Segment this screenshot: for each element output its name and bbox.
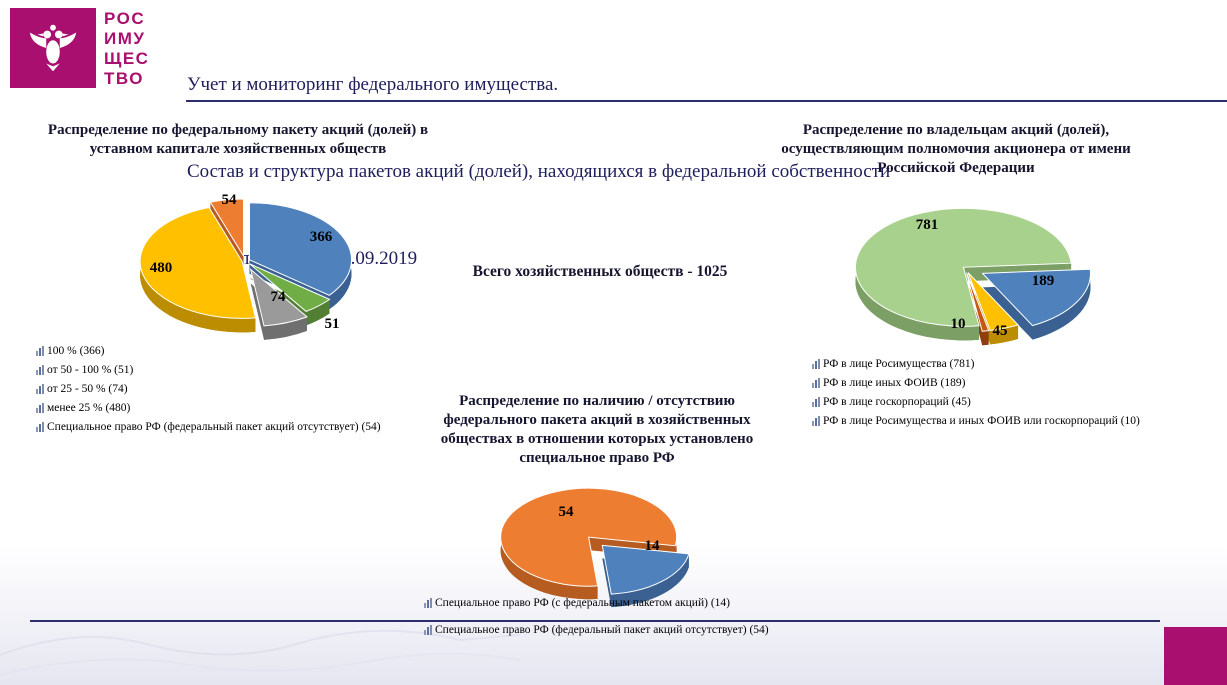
- legend-label: Специальное право РФ (федеральный пакет …: [47, 421, 381, 433]
- chart-title-federal-package: Распределение по федеральному пакету акц…: [47, 122, 429, 157]
- mini-chart-icon: [36, 422, 44, 432]
- chart-title-special-right: Распределение по наличию / отсутствию фе…: [440, 393, 754, 466]
- legend-label: 100 % (366): [47, 345, 105, 357]
- total-companies-note: Всего хозяйственных обществ - 1025: [472, 263, 728, 280]
- corner-brand-block: [1164, 627, 1227, 685]
- legend-item: РФ в лице Росимущества (781): [812, 357, 1140, 371]
- pie-value-label: 74: [271, 289, 287, 305]
- legend-label: менее 25 % (480): [47, 402, 131, 414]
- pie-chart-special-right: 14 54: [500, 487, 690, 608]
- mini-chart-icon: [424, 598, 432, 608]
- logo-line: РОС: [104, 9, 146, 28]
- pie-value-label: 54: [222, 192, 238, 208]
- mini-chart-icon: [812, 416, 820, 426]
- pie-value-label: 781: [916, 217, 939, 233]
- legend-item: Специальное право РФ (федеральный пакет …: [36, 420, 381, 434]
- logo-line: ИМУ: [104, 29, 146, 48]
- mini-chart-icon: [812, 378, 820, 388]
- pie-value-label: 14: [645, 538, 661, 554]
- legend-item: РФ в лице Росимущества и иных ФОИВ или г…: [812, 414, 1140, 428]
- mini-chart-icon: [36, 403, 44, 413]
- logo-line: ТВО: [104, 69, 144, 88]
- legend-item: Специальное право РФ (федеральный пакет …: [424, 623, 769, 637]
- pie-chart-federal-package: 366 51 74 480 54: [139, 192, 352, 340]
- legend-item: менее 25 % (480): [36, 401, 381, 415]
- logo-wordmark: РОС ИМУ ЩЕС ТВО: [104, 9, 149, 89]
- pie-value-label: 480: [150, 260, 173, 276]
- page-title-line-1: Учет и мониторинг федерального имущества…: [187, 74, 559, 95]
- legend-label: РФ в лице Росимущества (781): [823, 358, 975, 370]
- mini-chart-icon: [812, 397, 820, 407]
- mini-chart-icon: [812, 359, 820, 369]
- legend-label: Специальное право РФ (федеральный пакет …: [435, 624, 769, 636]
- rosim-logo: [10, 8, 96, 88]
- pie-value-label: 45: [993, 323, 1008, 339]
- legend-federal-package: 100 % (366) от 50 - 100 % (51) от 25 - 50 …: [36, 344, 381, 439]
- legend-label: от 50 - 100 % (51): [47, 364, 134, 376]
- pie-value-label: 54: [559, 504, 575, 520]
- map-watermark-lines: [0, 629, 520, 676]
- chart-title-owners: Распределение по владельцам акций (долей…: [781, 122, 1131, 176]
- page-title-line-2: Состав и структура пакетов акций (долей)…: [187, 161, 891, 182]
- legend-item: от 25 - 50 % (74): [36, 382, 381, 396]
- double-eagle-icon: [29, 24, 77, 72]
- legend-label: РФ в лице Росимущества и иных ФОИВ или г…: [823, 415, 1140, 427]
- legend-item: от 50 - 100 % (51): [36, 363, 381, 377]
- legend-item: 100 % (366): [36, 344, 381, 358]
- mini-chart-icon: [36, 384, 44, 394]
- legend-label: от 25 - 50 % (74): [47, 383, 128, 395]
- legend-special-right: Специальное право РФ (с федеральным паке…: [424, 596, 769, 650]
- pie-chart-owners: 189 45 10 781: [855, 207, 1091, 346]
- legend-item: Специальное право РФ (с федеральным паке…: [424, 596, 769, 610]
- mini-chart-icon: [424, 625, 432, 635]
- legend-label: РФ в лице госкорпораций (45): [823, 396, 971, 408]
- header-divider: [186, 100, 1227, 102]
- logo-line: ЩЕС: [104, 49, 150, 68]
- mini-chart-icon: [36, 346, 44, 356]
- pie-value-label: 366: [310, 229, 333, 245]
- pie-value-label: 10: [951, 316, 966, 332]
- mini-chart-icon: [36, 365, 44, 375]
- pie-value-label: 51: [325, 316, 340, 332]
- footer-divider: [30, 620, 1160, 622]
- legend-owners: РФ в лице Росимущества (781) РФ в лице ин…: [812, 357, 1140, 433]
- pie-value-label: 189: [1032, 273, 1055, 289]
- legend-label: РФ в лице иных ФОИВ (189): [823, 377, 966, 389]
- legend-item: РФ в лице иных ФОИВ (189): [812, 376, 1140, 390]
- legend-item: РФ в лице госкорпораций (45): [812, 395, 1140, 409]
- legend-label: Специальное право РФ (с федеральным паке…: [435, 597, 730, 609]
